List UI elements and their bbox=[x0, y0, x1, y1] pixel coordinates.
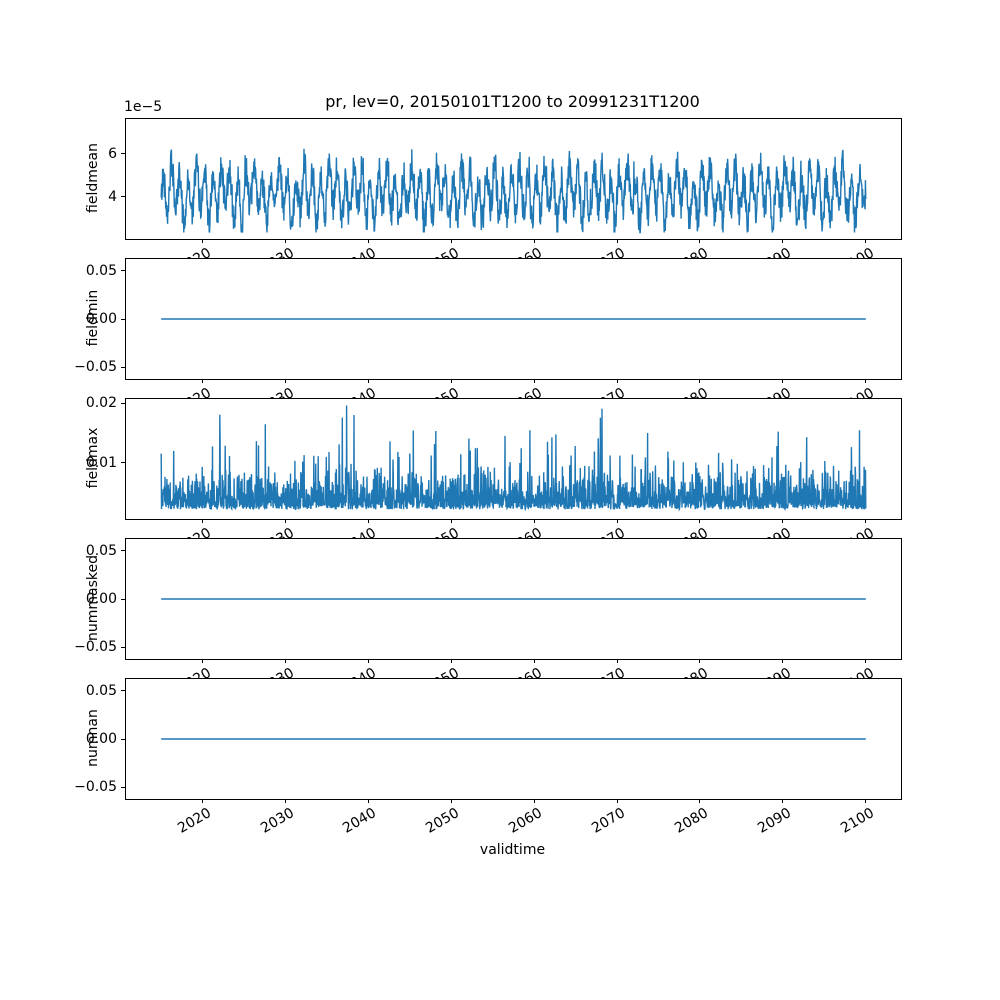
y-tick-label: 0.05 bbox=[85, 542, 117, 559]
y-offset-text-fieldmean: 1e−5 bbox=[124, 99, 163, 115]
plot-line-nummasked bbox=[161, 598, 866, 600]
x-tick-mark bbox=[533, 239, 535, 243]
y-tick-mark bbox=[121, 153, 125, 155]
y-tick-mark bbox=[121, 646, 125, 648]
x-tick-mark bbox=[865, 379, 867, 383]
x-tick-mark bbox=[285, 379, 287, 383]
plot-line-numnan bbox=[161, 738, 866, 740]
x-tick-mark bbox=[450, 519, 452, 523]
x-tick-mark bbox=[367, 519, 369, 523]
axes-fieldmin: −0.050.000.05202020302040205020602070208… bbox=[74, 258, 902, 417]
y-tick-mark bbox=[121, 738, 125, 740]
x-tick-mark bbox=[782, 659, 784, 663]
x-tick-mark bbox=[699, 239, 701, 243]
y-tick-label: 0.02 bbox=[85, 395, 117, 412]
y-tick-mark bbox=[121, 366, 125, 368]
x-tick-mark bbox=[699, 659, 701, 663]
x-tick-mark bbox=[865, 659, 867, 663]
x-tick-mark bbox=[202, 239, 204, 243]
y-tick-mark bbox=[121, 270, 125, 272]
chart-title: pr, lev=0, 20150101T1200 to 20991231T120… bbox=[325, 92, 700, 111]
plot-line-fieldmin bbox=[161, 318, 866, 320]
x-tick-mark bbox=[202, 519, 204, 523]
axes-nummasked: −0.050.000.05202020302040205020602070208… bbox=[74, 538, 902, 697]
y-tick-label: −0.05 bbox=[74, 359, 117, 376]
x-tick-mark bbox=[285, 239, 287, 243]
x-tick-mark bbox=[450, 799, 452, 803]
y-tick-label: 0.01 bbox=[85, 454, 117, 471]
x-tick-mark bbox=[533, 519, 535, 523]
plot-line-fieldmean bbox=[160, 148, 867, 234]
y-tick-mark bbox=[121, 462, 125, 464]
y-tick-label: 0.00 bbox=[85, 731, 117, 747]
y-tick-mark bbox=[121, 550, 125, 552]
x-tick-mark bbox=[533, 379, 535, 383]
x-tick-mark bbox=[865, 519, 867, 523]
x-axis-label: validtime bbox=[479, 842, 546, 858]
x-tick-mark bbox=[699, 799, 701, 803]
axes-numnan: −0.05 0.00 0.05 2020 2030 2040 2050 2060 2070 208… bbox=[74, 678, 902, 837]
x-tick-mark bbox=[865, 239, 867, 243]
x-tick-mark bbox=[285, 799, 287, 803]
x-tick-mark bbox=[782, 239, 784, 243]
y-tick-mark bbox=[121, 598, 125, 600]
x-tick-mark bbox=[367, 799, 369, 803]
x-tick-mark bbox=[202, 659, 204, 663]
x-tick-mark bbox=[699, 379, 701, 383]
x-tick-mark bbox=[533, 659, 535, 663]
y-tick-mark bbox=[121, 196, 125, 198]
y-tick-mark bbox=[121, 318, 125, 320]
y-tick-mark bbox=[121, 786, 125, 788]
y-tick-mark bbox=[121, 690, 125, 692]
x-tick-mark bbox=[367, 379, 369, 383]
plot-line-fieldmax bbox=[160, 405, 867, 512]
x-tick-mark bbox=[202, 799, 204, 803]
x-tick-mark bbox=[616, 659, 618, 663]
y-tick-label: 0.05 bbox=[85, 682, 117, 699]
x-tick-mark bbox=[367, 659, 369, 663]
y-tick-label: 0.00 bbox=[85, 311, 117, 327]
x-tick-mark bbox=[616, 379, 618, 383]
x-tick-mark bbox=[450, 379, 452, 383]
y-axis-label-numnan: numnan bbox=[85, 709, 101, 767]
y-tick-label: −0.05 bbox=[74, 639, 117, 656]
x-tick-mark bbox=[533, 799, 535, 803]
x-tick-mark bbox=[450, 659, 452, 663]
x-tick-mark bbox=[285, 659, 287, 663]
y-tick-label: 0.05 bbox=[85, 262, 117, 279]
x-tick-mark bbox=[865, 799, 867, 803]
x-tick-mark bbox=[450, 239, 452, 243]
axes-fieldmean: 46202020302040205020602070208020902100 bbox=[108, 118, 902, 277]
x-tick-mark bbox=[616, 799, 618, 803]
x-tick-mark bbox=[616, 239, 618, 243]
x-tick-mark bbox=[285, 519, 287, 523]
x-tick-mark bbox=[782, 799, 784, 803]
axes-fieldmax: 0.010.0220202030204020502060207020802090… bbox=[86, 395, 902, 557]
x-tick-mark bbox=[367, 239, 369, 243]
y-tick-label: 4 bbox=[108, 188, 117, 205]
x-tick-mark bbox=[202, 379, 204, 383]
x-tick-mark bbox=[782, 519, 784, 523]
x-tick-mark bbox=[699, 519, 701, 523]
y-tick-mark bbox=[121, 402, 125, 404]
y-tick-label: 0.00 bbox=[85, 591, 117, 607]
x-tick-mark bbox=[782, 379, 784, 383]
y-tick-label: −0.05 bbox=[74, 779, 117, 796]
y-tick-label: 6 bbox=[108, 145, 117, 162]
x-tick-mark bbox=[616, 519, 618, 523]
